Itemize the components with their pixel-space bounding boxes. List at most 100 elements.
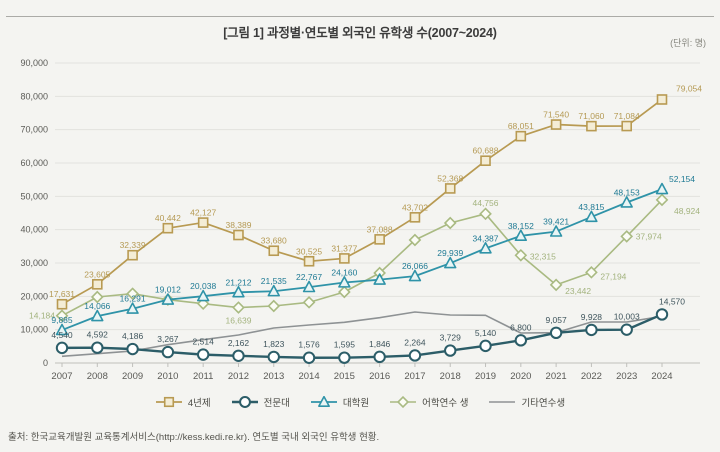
top-divider xyxy=(6,16,714,17)
svg-text:70,000: 70,000 xyxy=(20,125,48,135)
svg-text:2008: 2008 xyxy=(87,371,108,382)
svg-text:1,576: 1,576 xyxy=(298,340,320,350)
svg-text:21,535: 21,535 xyxy=(261,276,287,286)
svg-text:2019: 2019 xyxy=(475,371,496,382)
svg-text:16,639: 16,639 xyxy=(225,316,251,326)
circle-marker-icon xyxy=(231,396,258,408)
svg-text:37,088: 37,088 xyxy=(367,224,393,234)
svg-text:2020: 2020 xyxy=(510,371,531,382)
svg-text:31,377: 31,377 xyxy=(331,243,357,253)
svg-text:60,688: 60,688 xyxy=(473,146,499,156)
svg-text:2013: 2013 xyxy=(263,371,284,382)
svg-text:38,389: 38,389 xyxy=(225,220,251,230)
svg-text:3,267: 3,267 xyxy=(157,334,179,344)
series-graduate-school xyxy=(55,182,669,336)
series-junior-college xyxy=(55,308,669,364)
svg-text:40,442: 40,442 xyxy=(155,213,181,223)
svg-text:14,184: 14,184 xyxy=(29,311,55,321)
svg-text:44,756: 44,756 xyxy=(473,198,499,208)
legend-label: 전문대 xyxy=(263,398,290,409)
svg-text:4,186: 4,186 xyxy=(122,331,144,341)
legend-label: 기타연수생 xyxy=(521,398,566,409)
series-graduate-school-labels: 9,885 14,066 16,291 19,012 20,038 21,212 21,53… xyxy=(51,174,695,325)
svg-text:20,038: 20,038 xyxy=(190,281,216,291)
svg-text:2010: 2010 xyxy=(157,371,178,382)
svg-text:2024: 2024 xyxy=(651,371,672,382)
unit-note: (단위: 명) xyxy=(670,38,706,48)
chart-legend: 4년제 전문대 대학원 어학연수 생 기타연수생 xyxy=(0,395,720,409)
chart-area: 0 10,000 20,000 30,000 40,000 50,000 60,000 70,… xyxy=(0,55,720,385)
svg-text:90,000: 90,000 xyxy=(20,58,48,68)
svg-text:79,054: 79,054 xyxy=(676,83,702,93)
svg-text:2023: 2023 xyxy=(616,371,637,382)
svg-text:71,540: 71,540 xyxy=(543,110,569,120)
series-junior-college-labels: 4,540 4,592 4,186 3,267 2,514 2,162 1,823 1,576… xyxy=(51,296,685,349)
svg-text:48,153: 48,153 xyxy=(614,187,640,197)
svg-text:38,152: 38,152 xyxy=(508,221,534,231)
svg-text:14,570: 14,570 xyxy=(659,296,685,306)
series-language-training xyxy=(55,193,669,323)
series-univ-4yr xyxy=(56,94,668,310)
triangle-marker-icon xyxy=(310,396,337,407)
svg-text:1,595: 1,595 xyxy=(334,340,356,350)
svg-text:48,924: 48,924 xyxy=(674,206,700,216)
svg-text:14,066: 14,066 xyxy=(84,301,110,311)
svg-text:39,421: 39,421 xyxy=(543,217,569,227)
legend-label: 대학원 xyxy=(342,398,370,409)
svg-text:2017: 2017 xyxy=(404,371,425,382)
svg-text:23,442: 23,442 xyxy=(565,286,591,296)
svg-text:2014: 2014 xyxy=(298,371,319,382)
svg-text:5,140: 5,140 xyxy=(475,328,497,338)
svg-text:20,000: 20,000 xyxy=(20,291,48,301)
svg-text:80,000: 80,000 xyxy=(20,91,48,101)
svg-text:23,605: 23,605 xyxy=(84,269,110,279)
svg-text:2,514: 2,514 xyxy=(193,337,215,347)
svg-text:24,160: 24,160 xyxy=(331,267,357,277)
svg-text:34,387: 34,387 xyxy=(473,233,499,243)
svg-text:50,000: 50,000 xyxy=(20,191,48,201)
svg-text:43,815: 43,815 xyxy=(578,202,604,212)
svg-text:16,291: 16,291 xyxy=(120,294,146,304)
gridlines xyxy=(55,62,700,367)
svg-text:26,066: 26,066 xyxy=(402,261,428,271)
svg-text:2009: 2009 xyxy=(122,371,143,382)
svg-text:9,057: 9,057 xyxy=(545,315,567,325)
square-marker-icon xyxy=(155,396,182,408)
svg-text:2007: 2007 xyxy=(51,371,72,382)
legend-label: 어학연수 생 xyxy=(422,398,469,409)
line-chart: 0 10,000 20,000 30,000 40,000 50,000 60,000 70,… xyxy=(20,58,702,382)
svg-text:52,368: 52,368 xyxy=(437,173,463,183)
svg-text:60,000: 60,000 xyxy=(20,158,48,168)
svg-text:17,631: 17,631 xyxy=(49,289,75,299)
legend-item-other-trainees: 기타연수생 xyxy=(488,395,565,409)
svg-text:22,767: 22,767 xyxy=(296,272,322,282)
svg-text:2,162: 2,162 xyxy=(228,338,250,348)
svg-text:3,729: 3,729 xyxy=(440,333,462,343)
svg-text:21,212: 21,212 xyxy=(225,277,251,287)
svg-text:30,525: 30,525 xyxy=(296,246,322,256)
legend-item-graduate-school: 대학원 xyxy=(310,395,369,409)
svg-text:71,084: 71,084 xyxy=(614,111,640,121)
svg-text:2021: 2021 xyxy=(546,371,567,382)
svg-text:2022: 2022 xyxy=(581,371,602,382)
legend-item-language-training: 어학연수 생 xyxy=(389,395,468,409)
svg-text:68,051: 68,051 xyxy=(508,121,534,131)
diamond-marker-icon xyxy=(390,396,417,408)
y-axis-labels: 0 10,000 20,000 30,000 40,000 50,000 60,000 70,… xyxy=(20,58,48,368)
svg-text:2016: 2016 xyxy=(369,371,390,382)
svg-text:19,012: 19,012 xyxy=(155,285,181,295)
svg-text:1,846: 1,846 xyxy=(369,339,391,349)
legend-label: 4년제 xyxy=(187,398,211,409)
figure-title: [그림 1] 과정별·연도별 외국인 유학생 수(2007~2024) xyxy=(223,26,497,40)
svg-text:30,000: 30,000 xyxy=(20,258,48,268)
svg-text:27,194: 27,194 xyxy=(600,271,626,281)
svg-text:0: 0 xyxy=(43,358,48,368)
svg-text:10,000: 10,000 xyxy=(20,325,48,335)
svg-text:32,339: 32,339 xyxy=(120,240,146,250)
svg-text:52,154: 52,154 xyxy=(669,174,695,184)
series-language-training-labels: 14,184 16,639 44,756 32,315 23,442 27,194 37,9… xyxy=(29,198,700,326)
svg-text:2011: 2011 xyxy=(193,371,213,382)
svg-text:43,702: 43,702 xyxy=(402,202,428,212)
legend-item-junior-college: 전문대 xyxy=(231,395,290,409)
